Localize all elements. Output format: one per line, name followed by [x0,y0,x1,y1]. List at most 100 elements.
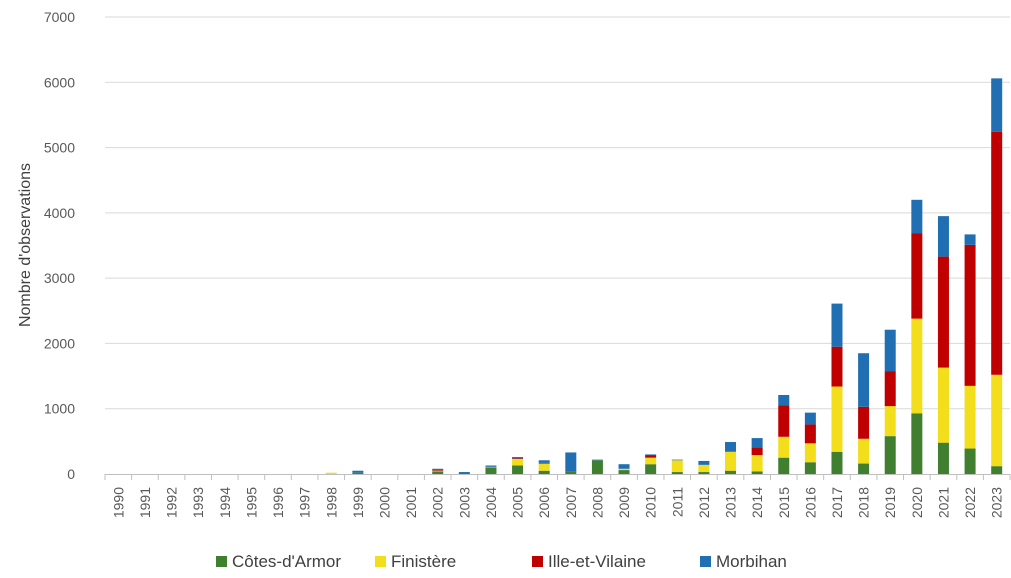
x-tick-label: 1995 [243,487,259,518]
bar-segment [991,131,1003,375]
x-tick-label: 2021 [935,487,951,518]
legend-swatch [532,556,543,567]
bar-segment [432,468,444,471]
bar-segment [858,406,870,439]
bar-segment [858,438,870,464]
bar-segment [937,367,949,443]
y-axis-title: Nombre d'observations [17,163,34,327]
bar-segment [645,457,657,465]
bar-segment [778,457,790,474]
x-tick-label: 2012 [696,487,712,518]
bar-segment [432,471,444,474]
bar-segment [964,385,976,449]
x-tick-label: 1992 [164,487,180,518]
bar-segment [991,374,1003,467]
legend-swatch [375,556,386,567]
bar-segment [751,447,763,456]
bar-segment [565,471,577,474]
bar-segment [937,216,949,257]
bar-segment [352,472,364,474]
x-tick-label: 2022 [962,487,978,518]
legend: Côtes-d'Armor Finistère Ille-et-Vilaine Mor… [216,552,787,571]
legend-label: Ille-et-Vilaine [548,552,646,571]
bar-segment [538,460,550,463]
bar-segment [538,462,550,464]
bar-segment [911,318,923,414]
bar-segment [964,244,976,386]
bar-segment [804,412,816,425]
bar-segment [618,468,630,471]
x-tick-label: 1993 [190,487,206,518]
bar-segment [325,472,337,474]
bar-segment [725,470,737,474]
bar-segment [618,464,630,469]
legend-label: Finistère [391,552,456,571]
bar-segment [831,346,843,387]
bar-segment [778,405,790,437]
x-tick-label: 2009 [616,487,632,518]
bar-segment [645,464,657,474]
x-tick-label: 2018 [856,487,872,518]
y-tick-label: 4000 [44,205,75,221]
bar-segment [432,470,444,471]
x-tick-label: 2001 [403,487,419,518]
bar-segment [778,436,790,458]
bar-segment [964,448,976,474]
bar-segment [964,234,976,245]
bar-segment [485,467,497,474]
x-tick-label: 2011 [669,487,685,517]
bar-segment [804,462,816,474]
x-tick-label: 2005 [510,487,526,518]
y-tick-label: 7000 [44,9,75,25]
bar-segment [991,78,1003,132]
legend-label: Morbihan [716,552,787,571]
bar-segment [458,472,470,474]
bar-segment [911,413,923,474]
bar-segment [671,459,683,461]
y-axis-ticks: 0 1000 2000 3000 4000 5000 6000 7000 [44,9,75,482]
gridlines [105,16,1010,410]
x-tick-label: 2013 [723,487,739,518]
x-tick-label: 2006 [536,487,552,518]
x-tick-label: 2019 [882,487,898,518]
bar-segment [884,371,896,407]
legend-swatch [700,556,711,567]
x-tick-label: 2010 [643,487,659,518]
y-tick-label: 6000 [44,74,75,90]
bar-segment [725,442,737,452]
bar-segment [485,465,497,467]
bar-segment [352,470,364,473]
bar-segment [432,470,444,472]
legend-label: Côtes-d'Armor [232,552,341,571]
bar-segment [937,256,949,368]
bar-segment [911,233,923,319]
x-tick-label: 1999 [350,487,366,518]
x-tick-label: 2015 [776,487,792,518]
x-tick-label: 2002 [430,487,446,518]
bar-segment [831,303,843,347]
bar-segment [725,451,737,471]
x-tick-label: 1991 [137,487,153,518]
x-tick-label: 2003 [456,487,472,518]
bar-segment [804,424,816,444]
x-tick-label: 2017 [829,487,845,518]
x-tick-label: 1996 [270,487,286,518]
bar-segment [512,458,524,466]
bar-segment [591,459,603,461]
bar-segment [512,458,524,459]
x-tick-label: 1998 [323,487,339,518]
y-tick-label: 0 [67,466,75,482]
bar-segment [671,460,683,473]
bar-segment [884,406,896,437]
x-tick-label: 2000 [376,487,392,518]
bar-segment [645,455,657,458]
x-tick-label: 2016 [802,487,818,518]
bar-segment [858,353,870,407]
x-tick-label: 1990 [110,487,126,518]
y-tick-label: 1000 [44,401,75,417]
y-tick-label: 2000 [44,335,75,351]
bar-segment [858,463,870,474]
bars [325,78,1003,474]
bar-segment [565,452,577,472]
bar-segment [831,451,843,474]
